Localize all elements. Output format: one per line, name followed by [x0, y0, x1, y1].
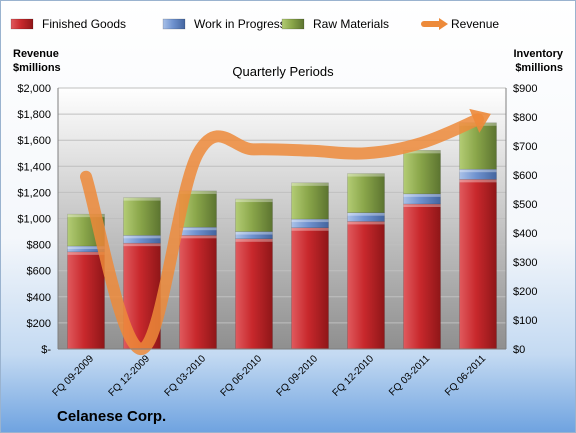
bar-highlight [235, 199, 273, 203]
right-axis-label-line2: $millions [515, 62, 563, 74]
revenue-line-arrowhead [469, 108, 491, 133]
left-axis-label-line2: $millions [13, 62, 61, 74]
bar-highlight [459, 169, 497, 173]
x-tick-label: FQ 12-2010 [331, 353, 377, 399]
bar-finished-goods [291, 227, 329, 350]
right-axis-label-line1: Inventory [513, 48, 563, 60]
bar-finished-goods [67, 251, 105, 350]
right-tick-label: $800 [513, 112, 537, 124]
x-tick-label: FQ 06-2011 [443, 353, 488, 398]
bar-finished-goods [459, 179, 497, 350]
x-tick-label: FQ 09-2009 [51, 353, 97, 399]
bar-highlight [179, 227, 217, 231]
bar-highlight [179, 235, 217, 239]
legend-label: Revenue [451, 17, 499, 31]
right-axis-ticks: $0 $100 $200 $300 $400 $500 $600 $700 $800 $900 [513, 83, 537, 356]
legend-swatch-arrow [439, 18, 448, 30]
right-tick-label: $500 [513, 199, 537, 211]
bar-work-in-progress [123, 235, 161, 244]
bar-raw-materials [347, 173, 385, 213]
right-tick-label: $300 [513, 257, 537, 269]
x-tick-label: FQ 03-2011 [387, 353, 432, 398]
left-tick-label: $200 [27, 318, 51, 330]
legend: Finished Goods Work in Progress Raw Materi… [10, 17, 499, 31]
bar-highlight [235, 238, 273, 242]
legend-swatch-raw-materials [281, 18, 305, 30]
bar-highlight [123, 243, 161, 247]
left-tick-label: $1,000 [17, 214, 51, 226]
bar-highlight [347, 212, 385, 216]
x-tick-label: FQ 09-2010 [275, 353, 321, 399]
left-tick-label: $1,400 [17, 161, 51, 173]
bar-raw-materials [235, 198, 273, 232]
x-tick-label: FQ 06-2010 [219, 353, 265, 399]
chart-title: Quarterly Periods [232, 64, 334, 79]
bars [67, 122, 497, 350]
revenue-line-path [80, 113, 484, 355]
bar-highlight [403, 204, 441, 207]
bar-highlight [123, 197, 161, 201]
bar-finished-goods [235, 238, 273, 350]
bar-highlight [347, 221, 385, 225]
right-tick-label: $200 [513, 286, 537, 298]
bar-finished-goods [347, 221, 385, 350]
bar-highlight [67, 246, 105, 250]
right-tick-label: $600 [513, 170, 537, 182]
bar-raw-materials [403, 150, 441, 195]
bar-highlight [403, 193, 441, 197]
bar-highlight [291, 227, 329, 231]
bar-highlight [123, 235, 161, 239]
x-tick-label: FQ 12-2009 [107, 353, 153, 399]
legend-swatch-finished-goods [10, 18, 34, 30]
bar-raw-materials [291, 182, 329, 220]
bar-highlight [347, 173, 385, 177]
left-tick-label: $800 [27, 240, 51, 252]
bar-finished-goods [403, 203, 441, 350]
legend-label: Work in Progress [194, 17, 286, 31]
left-tick-label: $1,600 [17, 135, 51, 147]
bar-highlight [67, 214, 105, 218]
right-tick-label: $700 [513, 141, 537, 153]
left-tick-label: $- [41, 344, 51, 356]
left-axis-ticks: $- $200 $400 $600 $800 $1,000 $1,200 $1,400 $1,6… [17, 83, 51, 356]
right-tick-label: $900 [513, 83, 537, 95]
left-axis-label-line1: Revenue [13, 48, 59, 60]
bar-highlight [403, 150, 441, 154]
legend-label: Raw Materials [313, 17, 389, 31]
legend-label: Finished Goods [42, 17, 126, 31]
bar-finished-goods [179, 235, 217, 350]
left-tick-label: $400 [27, 292, 51, 304]
left-tick-label: $1,800 [17, 109, 51, 121]
x-tick-label: FQ 03-2010 [163, 353, 209, 399]
bar-highlight [67, 251, 105, 255]
revenue-line [80, 108, 491, 355]
axes [57, 88, 507, 350]
x-axis-labels: FQ 09-2009 FQ 12-2009 FQ 03-2010 FQ 06-2010… [51, 353, 489, 399]
bar-highlight [291, 182, 329, 186]
right-tick-label: $0 [513, 344, 525, 356]
bar-highlight [291, 219, 329, 223]
left-tick-label: $600 [27, 266, 51, 278]
right-tick-label: $100 [513, 315, 537, 327]
bar-highlight [179, 190, 217, 194]
left-tick-label: $1,200 [17, 187, 51, 199]
company-name: Celanese Corp. [57, 408, 166, 425]
bar-highlight [235, 231, 273, 235]
bar-highlight [459, 179, 497, 183]
right-tick-label: $400 [513, 228, 537, 240]
legend-swatch-work-in-progress [162, 18, 186, 30]
left-tick-label: $2,000 [17, 83, 51, 95]
bar-raw-materials [123, 197, 161, 236]
